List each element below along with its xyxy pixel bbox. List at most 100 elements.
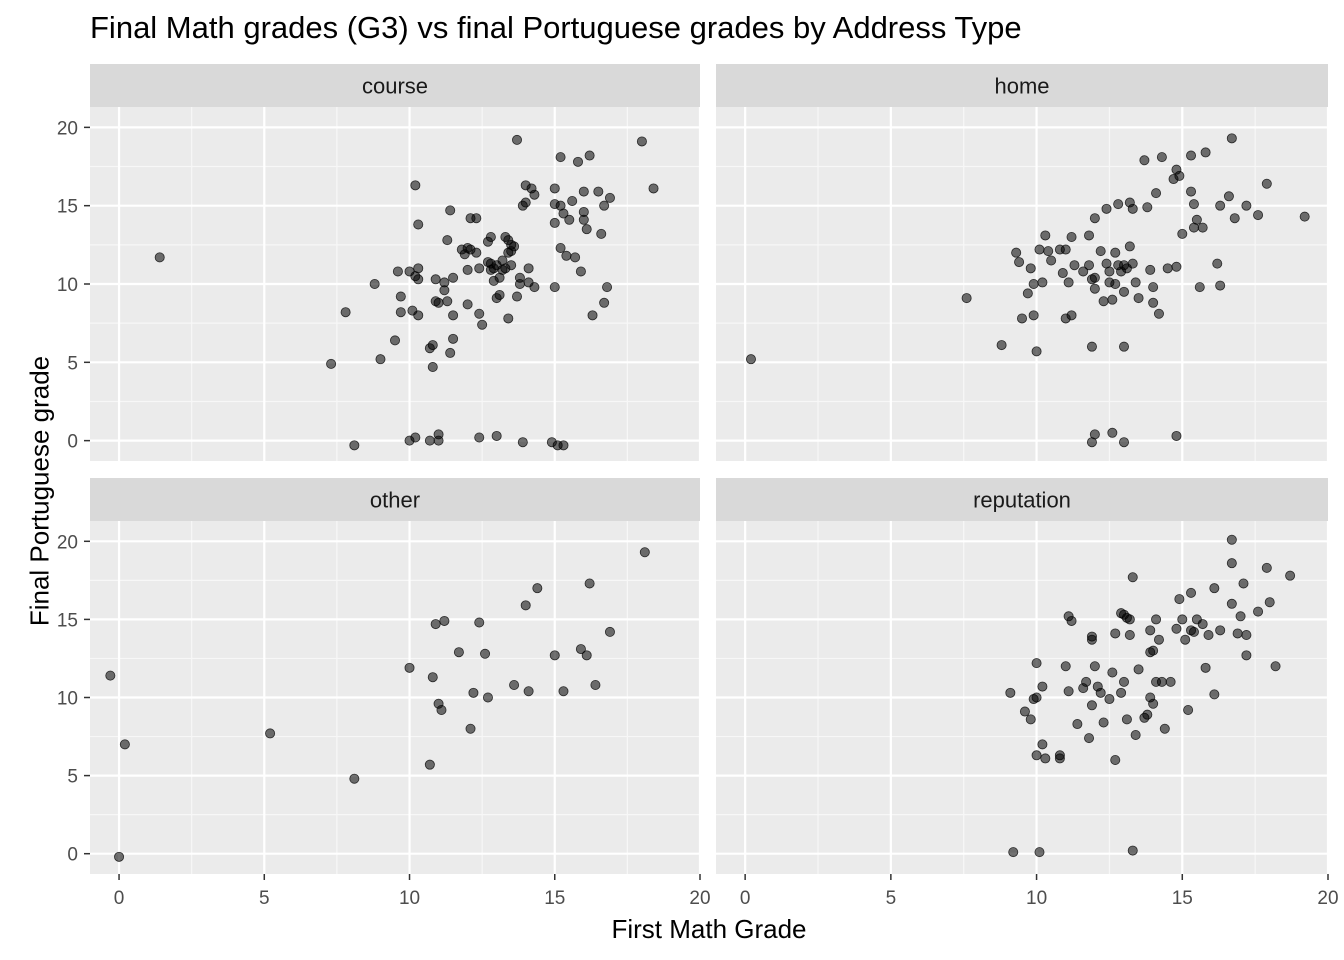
data-point	[1261, 178, 1272, 189]
data-point	[1235, 611, 1246, 622]
data-point	[581, 650, 592, 661]
data-point	[575, 266, 586, 277]
data-point	[1113, 199, 1124, 210]
data-point	[1180, 634, 1191, 645]
data-point	[474, 432, 485, 443]
data-point	[1095, 687, 1106, 698]
data-point	[1119, 286, 1130, 297]
data-point	[480, 648, 491, 659]
data-point	[1188, 199, 1199, 210]
data-point	[509, 241, 520, 252]
data-point	[395, 291, 406, 302]
data-point	[604, 192, 615, 203]
data-point	[514, 278, 525, 289]
data-point	[1066, 232, 1077, 243]
data-point	[375, 354, 386, 365]
data-point	[570, 252, 581, 263]
data-point	[1017, 313, 1028, 324]
data-point	[1031, 692, 1042, 703]
data-point	[1107, 667, 1118, 678]
data-point	[532, 583, 543, 594]
data-point	[584, 578, 595, 589]
data-point	[392, 266, 403, 277]
data-point	[1028, 278, 1039, 289]
data-point	[1203, 630, 1214, 641]
data-point	[1089, 661, 1100, 672]
data-point	[1019, 706, 1030, 717]
data-point	[1165, 676, 1176, 687]
data-point	[648, 183, 659, 194]
y-tick-label: 5	[67, 767, 78, 788]
data-point	[1089, 283, 1100, 294]
data-point	[1119, 676, 1130, 687]
data-point	[549, 183, 560, 194]
data-point	[1191, 214, 1202, 225]
data-point	[1008, 847, 1019, 858]
data-point	[413, 310, 424, 321]
data-point	[1116, 687, 1127, 698]
data-point	[1299, 211, 1310, 222]
data-point	[1209, 689, 1220, 700]
data-point	[1186, 150, 1197, 161]
x-tick-label: 20	[689, 888, 710, 909]
data-point	[1171, 430, 1182, 441]
data-point	[520, 600, 531, 611]
data-point	[1145, 625, 1156, 636]
data-point	[494, 289, 505, 300]
data-point	[523, 686, 534, 697]
data-point	[555, 242, 566, 253]
data-point	[1215, 200, 1226, 211]
data-point	[1142, 202, 1153, 213]
data-point	[1130, 277, 1141, 288]
data-point	[1034, 847, 1045, 858]
data-point	[1104, 694, 1115, 705]
data-point	[1034, 244, 1045, 255]
data-point	[593, 186, 604, 197]
data-point	[410, 432, 421, 443]
data-point	[1194, 282, 1205, 293]
data-point	[1130, 729, 1141, 740]
y-tick-label: 10	[57, 275, 78, 296]
data-point	[1215, 280, 1226, 291]
data-point	[1148, 297, 1159, 308]
data-point	[1098, 296, 1109, 307]
data-point	[1148, 645, 1159, 656]
data-point	[564, 214, 575, 225]
data-point	[1156, 152, 1167, 163]
data-point	[1215, 625, 1226, 636]
data-point	[1057, 268, 1068, 279]
data-point	[436, 704, 447, 715]
data-point	[1183, 704, 1194, 715]
data-point	[567, 195, 578, 206]
data-point	[1037, 277, 1048, 288]
data-point	[105, 670, 116, 681]
facet-strip	[90, 478, 700, 521]
data-point	[1031, 750, 1042, 761]
data-point	[520, 197, 531, 208]
y-tick-label: 20	[57, 532, 78, 553]
data-point	[1285, 570, 1296, 581]
data-point	[395, 307, 406, 318]
data-point	[1110, 278, 1121, 289]
data-point	[1142, 709, 1153, 720]
data-point	[1124, 630, 1135, 641]
data-point	[1148, 698, 1159, 709]
data-point	[448, 272, 459, 283]
data-point	[506, 260, 517, 271]
facet-strip	[90, 64, 700, 107]
data-point	[430, 619, 441, 630]
data-point	[1031, 346, 1042, 357]
data-point	[427, 362, 438, 373]
data-point	[1107, 427, 1118, 438]
data-point	[1054, 750, 1065, 761]
data-point	[1162, 263, 1173, 274]
data-point	[389, 335, 400, 346]
data-point	[996, 340, 1007, 351]
data-point	[465, 723, 476, 734]
data-point	[961, 293, 972, 304]
y-tick-label: 0	[67, 432, 78, 453]
data-point	[1153, 634, 1164, 645]
data-point	[529, 189, 540, 200]
x-tick-label: 0	[740, 888, 751, 909]
data-point	[523, 263, 534, 274]
